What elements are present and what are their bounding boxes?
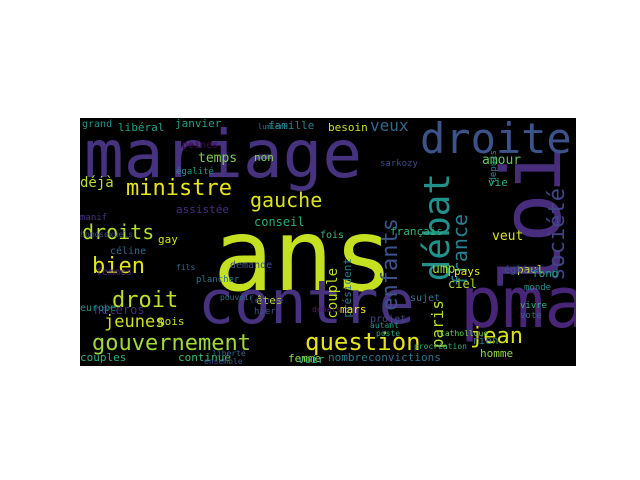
cloud-word: débats xyxy=(312,305,341,314)
cloud-word: déjà xyxy=(80,175,114,191)
cloud-word: gauche xyxy=(250,188,323,212)
cloud-word: légitime xyxy=(250,297,284,305)
cloud-word: céline xyxy=(110,246,147,257)
cloud-word: sarkozy xyxy=(380,159,418,169)
cloud-word: vote xyxy=(520,311,542,321)
cloud-word: vivre xyxy=(520,301,548,311)
cloud-word: gouvernement xyxy=(92,331,251,356)
cloud-word: pays xyxy=(454,265,481,278)
cloud-word: gay xyxy=(158,233,178,246)
cloud-word: ciel xyxy=(448,277,477,291)
cloud-word: jeunes xyxy=(104,312,166,332)
cloud-word: veux xyxy=(370,118,409,135)
cloud-word: mars xyxy=(340,303,367,316)
cloud-word: procréation xyxy=(414,342,467,351)
cloud-word: contre xyxy=(198,268,415,338)
cloud-word: question xyxy=(305,328,421,356)
cloud-word: non xyxy=(254,151,274,164)
cloud-word: mois xyxy=(158,315,185,328)
cloud-word: temps xyxy=(198,151,238,166)
word-cloud: ans mariage contre loi pma droite débat ministr… xyxy=(80,118,576,366)
cloud-word: assistée xyxy=(176,203,229,216)
cloud-word: église xyxy=(504,265,541,276)
cloud-word: autant xyxy=(370,321,399,330)
cloud-word: paul xyxy=(517,263,544,276)
cloud-word: droit xyxy=(112,288,179,313)
cloud-word: pma xyxy=(460,262,576,344)
cloud-word: famille xyxy=(268,119,315,132)
cloud-word: hier xyxy=(254,307,276,317)
cloud-word: pouvoir xyxy=(220,293,254,302)
cloud-word: mariage xyxy=(84,118,363,193)
cloud-word: conseil xyxy=(254,215,305,229)
cloud-word: fond xyxy=(532,267,559,280)
cloud-word: jean xyxy=(470,324,523,349)
cloud-word: paris xyxy=(428,300,447,349)
cloud-word: plancher xyxy=(196,275,240,285)
cloud-word: vie xyxy=(488,176,508,189)
cloud-word: ump xyxy=(432,262,456,277)
cloud-word: égalité xyxy=(176,167,214,177)
cloud-word: ministre xyxy=(126,176,232,201)
cloud-word: europe xyxy=(80,303,117,314)
cloud-word: français xyxy=(390,225,443,238)
cloud-word: femme xyxy=(288,352,322,365)
cloud-word: manif xyxy=(80,213,108,223)
cloud-word: depuis xyxy=(489,150,499,183)
cloud-word: peines xyxy=(182,140,219,151)
cloud-word: amour xyxy=(482,153,522,168)
cloud-word: cathollque xyxy=(440,329,489,338)
cloud-word: veut xyxy=(492,229,524,244)
cloud-word: fois xyxy=(320,230,345,241)
cloud-word: monde xyxy=(524,283,552,293)
cloud-word: besoin xyxy=(328,121,368,134)
cloud-word: nombre xyxy=(328,351,368,364)
cloud-word: convictions xyxy=(368,351,441,364)
cloud-word: hétéros xyxy=(94,303,145,317)
cloud-word: droits xyxy=(82,220,155,244)
cloud-word: homme xyxy=(480,347,514,360)
cloud-word: continue xyxy=(178,351,231,364)
cloud-word: droite xyxy=(420,118,572,163)
cloud-word: homosexuels xyxy=(80,230,133,239)
cloud-word: poste xyxy=(376,329,401,338)
cloud-word: grand xyxy=(82,119,113,130)
cloud-word: libéral xyxy=(118,121,165,134)
cloud-word: projet xyxy=(370,314,407,325)
cloud-word: bien xyxy=(92,254,145,279)
cloud-word: ans xyxy=(213,197,394,314)
cloud-word: femmes xyxy=(96,267,133,278)
cloud-word: fils xyxy=(176,263,196,272)
cloud-word: sujet xyxy=(410,293,441,304)
cloud-word: janvier xyxy=(175,118,222,130)
cloud-word: demande xyxy=(230,260,273,271)
cloud-word: ensemble xyxy=(204,357,243,366)
cloud-word: voir xyxy=(298,353,325,366)
cloud-word: liberté xyxy=(212,349,246,358)
cloud-word: êtes xyxy=(256,294,283,307)
cloud-word: lumière xyxy=(258,123,288,131)
cloud-word: rien xyxy=(472,334,499,347)
cloud-word: couples xyxy=(80,351,127,364)
